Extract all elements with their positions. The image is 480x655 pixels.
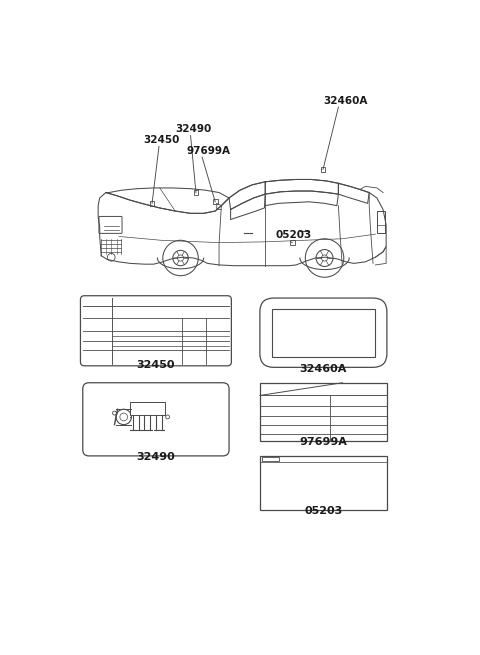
FancyBboxPatch shape [81, 296, 231, 365]
Bar [262, 457, 279, 460]
Text: 05203: 05203 [304, 506, 343, 516]
Bar [272, 309, 374, 356]
Text: 32460A: 32460A [300, 364, 347, 373]
FancyBboxPatch shape [99, 216, 122, 233]
Bar [260, 383, 387, 441]
Bar [290, 240, 295, 245]
Text: 97699A: 97699A [187, 145, 231, 156]
Text: 97699A: 97699A [300, 437, 348, 447]
Text: 32450: 32450 [137, 360, 175, 369]
Bar [150, 201, 155, 206]
Text: 32490: 32490 [136, 452, 175, 462]
Text: 32490: 32490 [175, 124, 211, 134]
Text: 05203: 05203 [275, 231, 312, 240]
Bar [193, 190, 198, 195]
Bar [213, 200, 217, 204]
Text: 32450: 32450 [144, 135, 180, 145]
FancyBboxPatch shape [83, 383, 229, 456]
Bar [260, 456, 387, 510]
Bar [321, 167, 325, 172]
Text: 32460A: 32460A [323, 96, 367, 105]
Bar [130, 402, 165, 415]
Bar [377, 211, 384, 233]
FancyBboxPatch shape [260, 298, 387, 367]
